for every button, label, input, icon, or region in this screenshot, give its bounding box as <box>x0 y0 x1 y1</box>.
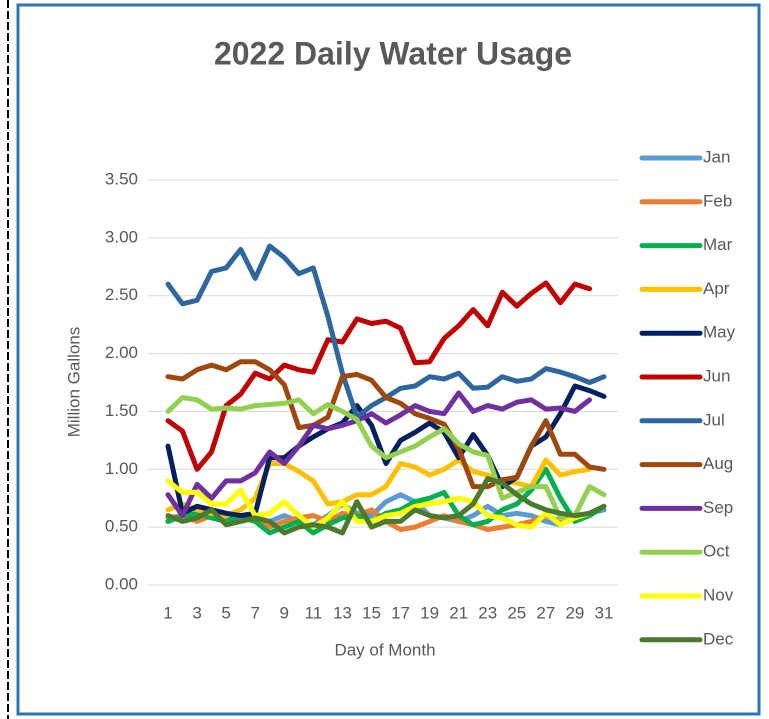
series-line <box>165 280 592 472</box>
y-tick-label: 2.00 <box>105 343 138 362</box>
series-line <box>165 478 592 530</box>
x-tick-label: 7 <box>250 603 259 622</box>
x-tick-label: 1 <box>163 603 172 622</box>
x-tick-label: 3 <box>192 603 201 622</box>
legend-label: Dec <box>703 629 734 648</box>
x-tick-label: 17 <box>391 603 410 622</box>
legend-label: Feb <box>703 191 732 210</box>
x-tick-label: 27 <box>536 603 555 622</box>
y-tick-label: 1.50 <box>105 401 138 420</box>
legend-label: May <box>703 323 736 342</box>
legend-label: Jul <box>703 410 725 429</box>
y-tick-label: 3.00 <box>105 227 138 246</box>
x-tick-label: 31 <box>595 603 614 622</box>
y-tick-label: 3.50 <box>105 169 138 188</box>
legend-label: Mar <box>703 235 733 254</box>
legend-label: Jan <box>703 147 730 166</box>
x-axis-label: Day of Month <box>334 640 435 659</box>
x-tick-label: 29 <box>565 603 584 622</box>
x-tick-label: 11 <box>305 603 323 622</box>
y-tick-label: 0.50 <box>105 517 138 536</box>
x-tick-label: 21 <box>449 603 468 622</box>
x-tick-label: 25 <box>507 603 526 622</box>
y-tick-label: 0.00 <box>105 574 138 593</box>
x-tick-label: 15 <box>362 603 381 622</box>
series-line <box>165 395 607 521</box>
series-line <box>165 390 592 519</box>
legend-label: Nov <box>703 585 734 604</box>
x-tick-label: 23 <box>478 603 497 622</box>
x-tick-label: 5 <box>221 603 230 622</box>
x-tick-label: 13 <box>333 603 352 622</box>
x-tick-label: 19 <box>420 603 439 622</box>
legend-label: Oct <box>703 542 730 561</box>
chart-title: 2022 Daily Water Usage <box>214 35 572 71</box>
legend-label: Sep <box>703 498 733 517</box>
y-axis-label: Million Gallons <box>64 327 83 438</box>
legend-label: Aug <box>703 454 733 473</box>
series-line <box>165 476 607 536</box>
series-line <box>165 457 592 519</box>
y-tick-label: 2.50 <box>105 285 138 304</box>
legend-label: Jun <box>703 366 730 385</box>
legend-label: Apr <box>703 279 730 298</box>
series-line <box>165 359 607 490</box>
x-tick-label: 9 <box>280 603 289 622</box>
y-tick-label: 1.00 <box>105 459 138 478</box>
chart-frame <box>16 3 761 716</box>
